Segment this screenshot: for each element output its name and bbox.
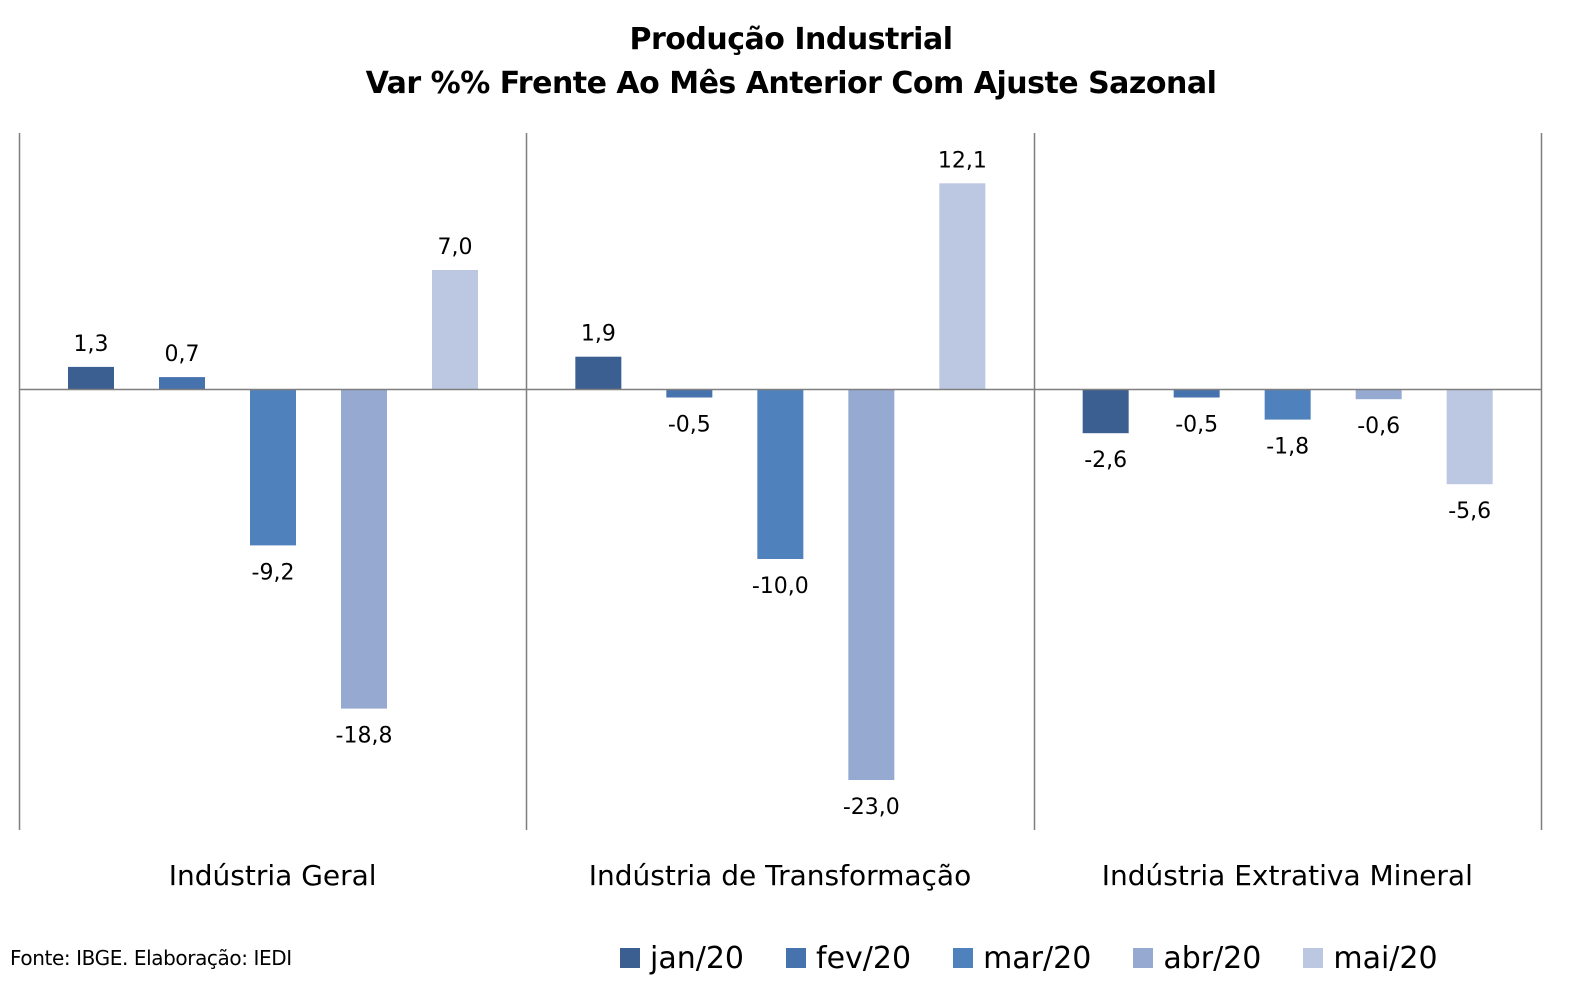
bar [1264,389,1311,420]
category-label: Indústria de Transformação [589,859,971,892]
bar [1173,389,1220,398]
category-label: Indústria Geral [169,859,377,892]
bar [1446,389,1493,485]
data-label: 1,3 [74,332,109,357]
data-label: -5,6 [1448,499,1491,524]
legend-item: mar/20 [953,941,1091,976]
legend-label: abr/20 [1163,940,1262,976]
bar [159,377,205,389]
data-label: -18,8 [336,724,393,749]
bar [341,389,387,709]
legend-label: fev/20 [816,940,912,976]
bar [250,389,296,546]
category-label: Indústria Extrativa Mineral [1102,859,1473,892]
data-label: 1,9 [581,322,616,347]
data-label: -0,5 [668,413,711,438]
bar [432,270,478,389]
legend-swatch [1133,948,1154,968]
bar [68,366,114,389]
legend-item: abr/20 [1133,941,1261,976]
legend-swatch [620,948,640,968]
bar [666,389,713,398]
legend-item: fev/20 [786,941,911,976]
bar [848,389,895,780]
legend: jan/20 fev/20 mar/20 abr/20 mai/20 [620,938,1480,978]
legend-label: jan/20 [650,940,745,976]
bar [575,356,622,389]
bar [1355,389,1402,400]
legend-item: jan/20 [620,941,744,976]
source-note: Fonte: IBGE. Elaboração: IEDI [10,946,292,970]
data-label: -10,0 [752,574,809,599]
chart-title: Produção Industrial [629,22,953,57]
data-label: -0,5 [1175,413,1218,438]
bar [939,183,986,389]
chart-subtitle: Var %% Frente Ao Mês Anterior Com Ajuste… [365,66,1217,101]
legend-swatch [786,948,807,968]
legend-label: mar/20 [983,940,1092,976]
bar [757,389,804,559]
chart-title-block: Produção Industrial Var %% Frente Ao Mês… [0,18,1582,106]
data-label: 12,1 [938,148,987,173]
data-label: -9,2 [252,560,295,585]
data-label: 0,7 [165,342,200,367]
data-label: -2,6 [1084,448,1127,473]
data-label: -0,6 [1357,414,1400,439]
data-label: -1,8 [1266,435,1309,460]
legend-item: mai/20 [1303,940,1438,976]
data-label: -23,0 [843,795,900,820]
data-label: 7,0 [438,235,473,260]
legend-swatch [1303,948,1324,968]
bar [1082,389,1129,434]
legend-label: mai/20 [1333,940,1438,976]
legend-swatch [953,948,974,968]
